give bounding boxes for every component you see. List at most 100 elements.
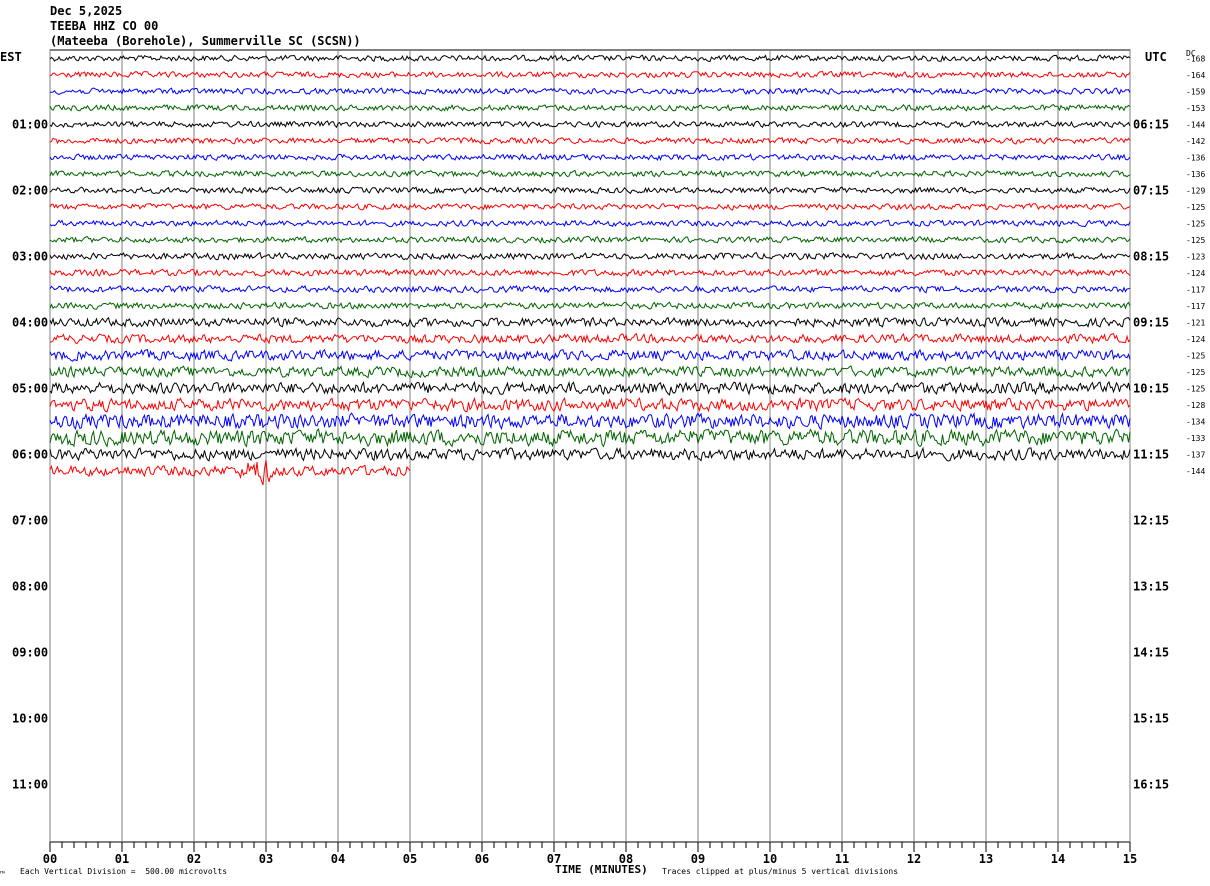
dc-offset-label: -168	[1186, 54, 1205, 63]
dc-offset-label: -125	[1186, 384, 1205, 393]
dc-offset-label: -153	[1186, 104, 1205, 113]
seismic-trace	[49, 186, 1131, 195]
est-hour-label: 02:00	[12, 183, 48, 197]
dc-offset-label: -136	[1186, 153, 1205, 162]
x-tick-label: 08	[619, 852, 633, 866]
seismic-trace	[49, 316, 1131, 328]
est-hour-label: 01:00	[12, 117, 48, 131]
seismic-trace	[49, 332, 1131, 345]
est-hour-label: 06:00	[12, 447, 48, 461]
dc-offset-label: -129	[1186, 186, 1205, 195]
x-tick-label: 04	[331, 852, 345, 866]
x-tick-label: 07	[547, 852, 561, 866]
x-tick-label: 03	[259, 852, 273, 866]
utc-hour-label: 15:15	[1133, 711, 1169, 725]
dc-offset-label: -144	[1186, 120, 1205, 129]
seismic-trace	[49, 235, 1131, 244]
seismic-trace	[49, 251, 1131, 261]
x-tick-label: 13	[979, 852, 993, 866]
est-hour-label: 08:00	[12, 579, 48, 593]
est-hour-label: 11:00	[12, 777, 48, 791]
dc-offset-label: -136	[1186, 170, 1205, 179]
dc-offset-label: -125	[1186, 236, 1205, 245]
dc-offset-label: -137	[1186, 450, 1205, 459]
dc-offset-label: -125	[1186, 368, 1205, 377]
dc-offset-label: -117	[1186, 302, 1205, 311]
seismic-trace	[49, 284, 1131, 294]
seismic-trace	[49, 396, 1131, 413]
seismic-trace	[49, 120, 1131, 129]
utc-hour-label: 16:15	[1133, 777, 1169, 791]
x-tick-label: 00	[43, 852, 57, 866]
x-tick-label: 14	[1051, 852, 1065, 866]
x-tick-label: 11	[835, 852, 849, 866]
right-timezone-label: UTC	[1145, 50, 1167, 64]
utc-hour-label: 06:15	[1133, 117, 1169, 131]
seismic-trace	[49, 380, 1131, 396]
dc-offset-label: -159	[1186, 87, 1205, 96]
seismic-trace	[49, 169, 1131, 178]
est-hour-label: 03:00	[12, 249, 48, 263]
dc-offset-label: -117	[1186, 285, 1205, 294]
header-location: (Mateeba (Borehole), Summerville SC (SCS…	[50, 34, 361, 48]
utc-hour-label: 07:15	[1133, 183, 1169, 197]
dc-label: DC	[1186, 49, 1196, 58]
dc-offset-label: -164	[1186, 71, 1205, 80]
x-tick-label: 15	[1123, 852, 1137, 866]
seismic-trace	[49, 446, 1131, 462]
est-hour-label: 04:00	[12, 315, 48, 329]
seismic-trace	[49, 153, 1131, 162]
dc-offset-label: -125	[1186, 351, 1205, 360]
x-tick-label: 10	[763, 852, 777, 866]
utc-hour-label: 13:15	[1133, 579, 1169, 593]
dc-offset-label: -133	[1186, 434, 1205, 443]
seismic-trace	[49, 103, 1131, 112]
corner-mark: ™	[0, 870, 5, 879]
seismic-trace	[49, 411, 1131, 431]
seismic-trace	[49, 365, 1131, 379]
header-station: TEEBA HHZ CO 00	[50, 19, 159, 33]
x-tick-label: 09	[691, 852, 705, 866]
seismic-trace	[49, 268, 1131, 277]
x-axis-title: TIME (MINUTES)	[555, 863, 648, 876]
dc-offset-label: -144	[1186, 467, 1205, 476]
dc-offset-label: -128	[1186, 401, 1205, 410]
utc-hour-label: 14:15	[1133, 645, 1169, 659]
utc-hour-label: 10:15	[1133, 381, 1169, 395]
dc-offset-label: -125	[1186, 219, 1205, 228]
seismic-trace	[49, 87, 1131, 96]
dc-offset-label: -121	[1186, 318, 1205, 327]
est-hour-label: 09:00	[12, 645, 48, 659]
dc-offset-label: -134	[1186, 417, 1205, 426]
utc-hour-label: 12:15	[1133, 513, 1169, 527]
x-tick-label: 02	[187, 852, 201, 866]
header-date: Dec 5,2025	[50, 4, 123, 18]
seismic-trace	[49, 427, 1131, 448]
utc-hour-label: 09:15	[1133, 315, 1169, 329]
plot-frame	[49, 49, 1131, 843]
utc-hour-label: 08:15	[1133, 249, 1169, 263]
x-tick-label: 12	[907, 852, 921, 866]
seismic-trace	[49, 348, 1131, 362]
x-tick-label: 06	[475, 852, 489, 866]
seismic-trace	[49, 54, 1131, 63]
dc-offset-label: -124	[1186, 335, 1205, 344]
seismic-trace	[49, 459, 411, 486]
x-tick-label: 01	[115, 852, 129, 866]
est-hour-label: 05:00	[12, 381, 48, 395]
dc-offset-label: -125	[1186, 203, 1205, 212]
est-hour-label: 10:00	[12, 711, 48, 725]
seismic-trace	[49, 301, 1131, 310]
left-timezone-label: EST	[0, 50, 22, 64]
x-tick-label: 05	[403, 852, 417, 866]
scale-note: Each Vertical Division = 500.00 microvol…	[20, 867, 228, 876]
seismic-trace	[49, 136, 1131, 145]
utc-hour-label: 11:15	[1133, 447, 1169, 461]
seismic-trace	[49, 70, 1131, 79]
dc-offset-label: -124	[1186, 269, 1205, 278]
seismic-trace	[49, 219, 1131, 228]
dc-offset-label: -123	[1186, 252, 1205, 261]
clip-note: Traces clipped at plus/minus 5 vertical …	[662, 867, 899, 876]
dc-offset-label: -142	[1186, 137, 1205, 146]
